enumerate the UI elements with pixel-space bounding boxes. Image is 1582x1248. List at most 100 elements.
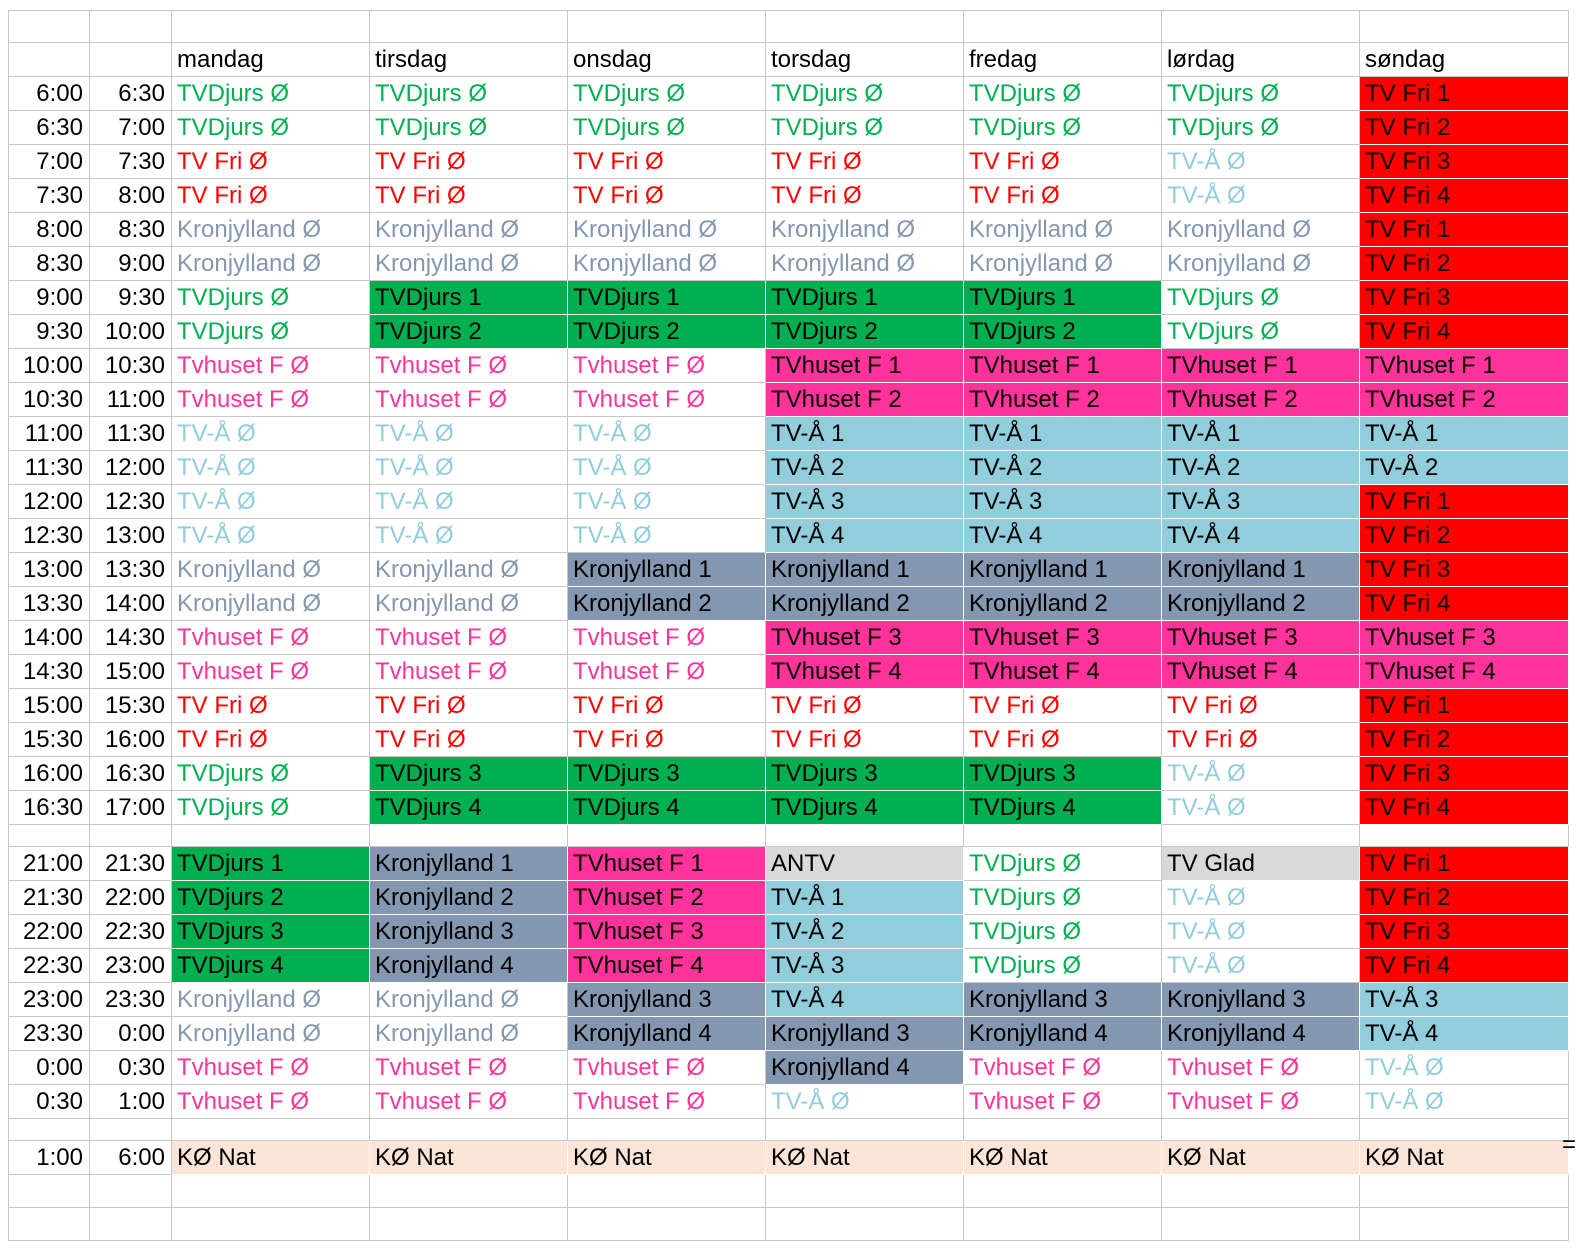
- program-cell[interactable]: TV-Å Ø: [1161, 178, 1360, 213]
- end-time-cell[interactable]: 0:00: [89, 1016, 172, 1051]
- program-cell[interactable]: TV Fri 2: [1359, 880, 1569, 915]
- day-header-1[interactable]: tirsdag: [369, 42, 568, 77]
- start-time-cell[interactable]: 6:00: [8, 76, 90, 111]
- program-cell[interactable]: TV-Å Ø: [567, 518, 766, 553]
- program-cell[interactable]: TV Fri Ø: [171, 144, 370, 179]
- start-time-cell[interactable]: 14:30: [8, 654, 90, 689]
- program-cell[interactable]: Kronjylland 2: [1161, 586, 1360, 621]
- start-time-cell[interactable]: 15:30: [8, 722, 90, 757]
- start-time-cell[interactable]: 9:30: [8, 314, 90, 349]
- end-time-cell[interactable]: 11:30: [89, 416, 172, 451]
- program-cell[interactable]: Kronjylland Ø: [171, 982, 370, 1017]
- program-cell[interactable]: TV Fri Ø: [765, 688, 964, 723]
- program-cell[interactable]: Kronjylland 3: [765, 1016, 964, 1051]
- program-cell[interactable]: TV-Å Ø: [369, 484, 568, 519]
- program-cell[interactable]: TV Fri 1: [1359, 76, 1569, 111]
- program-cell[interactable]: TV-Å 1: [765, 416, 964, 451]
- program-cell[interactable]: TVDjurs 4: [171, 948, 370, 983]
- program-cell[interactable]: Kronjylland 1: [567, 552, 766, 587]
- start-time-cell[interactable]: 13:00: [8, 552, 90, 587]
- empty-cell[interactable]: [89, 1118, 172, 1141]
- end-time-cell[interactable]: 22:30: [89, 914, 172, 949]
- end-time-cell[interactable]: 10:30: [89, 348, 172, 383]
- program-cell[interactable]: TV-Å Ø: [1161, 144, 1360, 179]
- program-cell[interactable]: Kronjylland Ø: [369, 586, 568, 621]
- empty-cell[interactable]: [89, 10, 172, 43]
- program-cell[interactable]: TV Fri 2: [1359, 722, 1569, 757]
- empty-cell[interactable]: [369, 10, 568, 43]
- empty-cell[interactable]: [1359, 1118, 1569, 1141]
- program-cell[interactable]: Kronjylland Ø: [171, 586, 370, 621]
- empty-cell[interactable]: [765, 1118, 964, 1141]
- program-cell[interactable]: Tvhuset F Ø: [1161, 1050, 1360, 1085]
- day-header-6[interactable]: søndag: [1359, 42, 1569, 77]
- program-cell[interactable]: Kronjylland 4: [1161, 1016, 1360, 1051]
- program-cell[interactable]: TVDjurs Ø: [1161, 280, 1360, 315]
- program-cell[interactable]: TVDjurs Ø: [963, 914, 1162, 949]
- empty-cell[interactable]: [765, 1174, 964, 1208]
- program-cell[interactable]: TVDjurs Ø: [765, 110, 964, 145]
- program-cell[interactable]: Kronjylland Ø: [963, 246, 1162, 281]
- program-cell[interactable]: KØ Nat: [765, 1140, 964, 1175]
- empty-cell[interactable]: [89, 42, 172, 77]
- program-cell[interactable]: TV Fri Ø: [963, 178, 1162, 213]
- start-time-cell[interactable]: 0:30: [8, 1084, 90, 1119]
- program-cell[interactable]: Kronjylland Ø: [765, 246, 964, 281]
- program-cell[interactable]: TV Fri Ø: [963, 144, 1162, 179]
- program-cell[interactable]: Kronjylland Ø: [567, 246, 766, 281]
- program-cell[interactable]: TV Fri 3: [1359, 914, 1569, 949]
- empty-cell[interactable]: [567, 824, 766, 847]
- program-cell[interactable]: TVhuset F 2: [1161, 382, 1360, 417]
- start-time-cell[interactable]: 6:30: [8, 110, 90, 145]
- program-cell[interactable]: TV-Å Ø: [1161, 914, 1360, 949]
- start-time-cell[interactable]: 21:00: [8, 846, 90, 881]
- empty-cell[interactable]: [8, 1174, 90, 1208]
- program-cell[interactable]: TV Fri Ø: [963, 688, 1162, 723]
- program-cell[interactable]: TV-Å Ø: [1161, 948, 1360, 983]
- end-time-cell[interactable]: 13:00: [89, 518, 172, 553]
- program-cell[interactable]: TV-Å 3: [1359, 982, 1569, 1017]
- program-cell[interactable]: TVhuset F 4: [963, 654, 1162, 689]
- start-time-cell[interactable]: 7:30: [8, 178, 90, 213]
- program-cell[interactable]: TV Fri Ø: [1161, 688, 1360, 723]
- empty-cell[interactable]: [171, 1174, 370, 1208]
- program-cell[interactable]: TVDjurs 3: [765, 756, 964, 791]
- program-cell[interactable]: TVDjurs Ø: [1161, 110, 1360, 145]
- program-cell[interactable]: TV-Å 3: [765, 948, 964, 983]
- program-cell[interactable]: TV Fri 1: [1359, 688, 1569, 723]
- program-cell[interactable]: TVhuset F 3: [1161, 620, 1360, 655]
- empty-cell[interactable]: [1161, 1118, 1360, 1141]
- program-cell[interactable]: KØ Nat: [1161, 1140, 1360, 1175]
- program-cell[interactable]: TV Fri Ø: [567, 722, 766, 757]
- program-cell[interactable]: TVDjurs Ø: [171, 110, 370, 145]
- program-cell[interactable]: TVhuset F 4: [1161, 654, 1360, 689]
- program-cell[interactable]: TVDjurs Ø: [963, 76, 1162, 111]
- program-cell[interactable]: Tvhuset F Ø: [567, 1084, 766, 1119]
- empty-cell[interactable]: [1359, 1207, 1569, 1241]
- end-time-cell[interactable]: 14:00: [89, 586, 172, 621]
- program-cell[interactable]: Kronjylland 1: [1161, 552, 1360, 587]
- end-time-cell[interactable]: 23:30: [89, 982, 172, 1017]
- start-time-cell[interactable]: 9:00: [8, 280, 90, 315]
- empty-cell[interactable]: [765, 1207, 964, 1241]
- program-cell[interactable]: TVDjurs Ø: [963, 880, 1162, 915]
- program-cell[interactable]: TVhuset F 2: [765, 382, 964, 417]
- start-time-cell[interactable]: 13:30: [8, 586, 90, 621]
- program-cell[interactable]: TVDjurs 2: [567, 314, 766, 349]
- program-cell[interactable]: Kronjylland Ø: [369, 1016, 568, 1051]
- empty-cell[interactable]: [8, 42, 90, 77]
- program-cell[interactable]: TVDjurs 3: [963, 756, 1162, 791]
- program-cell[interactable]: TVhuset F 3: [1359, 620, 1569, 655]
- empty-cell[interactable]: [369, 1207, 568, 1241]
- program-cell[interactable]: TV Fri Ø: [1161, 722, 1360, 757]
- program-cell[interactable]: TVhuset F 1: [765, 348, 964, 383]
- program-cell[interactable]: TV-Å 1: [765, 880, 964, 915]
- program-cell[interactable]: TV-Å Ø: [369, 450, 568, 485]
- program-cell[interactable]: TVDjurs Ø: [171, 756, 370, 791]
- empty-cell[interactable]: [765, 824, 964, 847]
- program-cell[interactable]: TV Fri Ø: [171, 722, 370, 757]
- end-time-cell[interactable]: 9:30: [89, 280, 172, 315]
- program-cell[interactable]: TV-Å Ø: [1161, 790, 1360, 825]
- program-cell[interactable]: Kronjylland 2: [567, 586, 766, 621]
- program-cell[interactable]: TVDjurs Ø: [1161, 76, 1360, 111]
